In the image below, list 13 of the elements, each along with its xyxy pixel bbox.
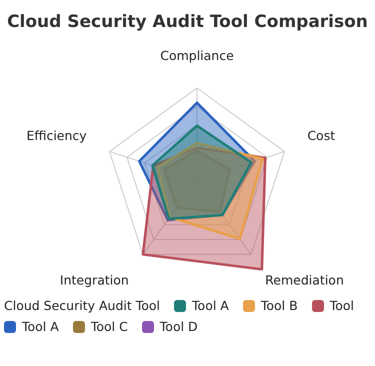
spoke-label: Cost (307, 128, 336, 143)
legend-label: Tool (328, 298, 354, 313)
legend-label: Tool A (191, 298, 229, 313)
spoke-label: Remediation (265, 272, 344, 288)
legend-label: Tool B (260, 298, 298, 313)
spoke-label: Efficiency (26, 128, 88, 143)
legend-label: Tool C (90, 319, 128, 334)
legend-title: Cloud Security Audit Tool (4, 298, 160, 313)
spoke-label: Integration (60, 272, 129, 288)
legend-label: Tool A (21, 319, 59, 334)
legend-label: Tool D (158, 319, 198, 334)
spoke-label: Compliance (160, 48, 234, 63)
chart-title: Cloud Security Audit Tool Comparison (6, 12, 369, 34)
